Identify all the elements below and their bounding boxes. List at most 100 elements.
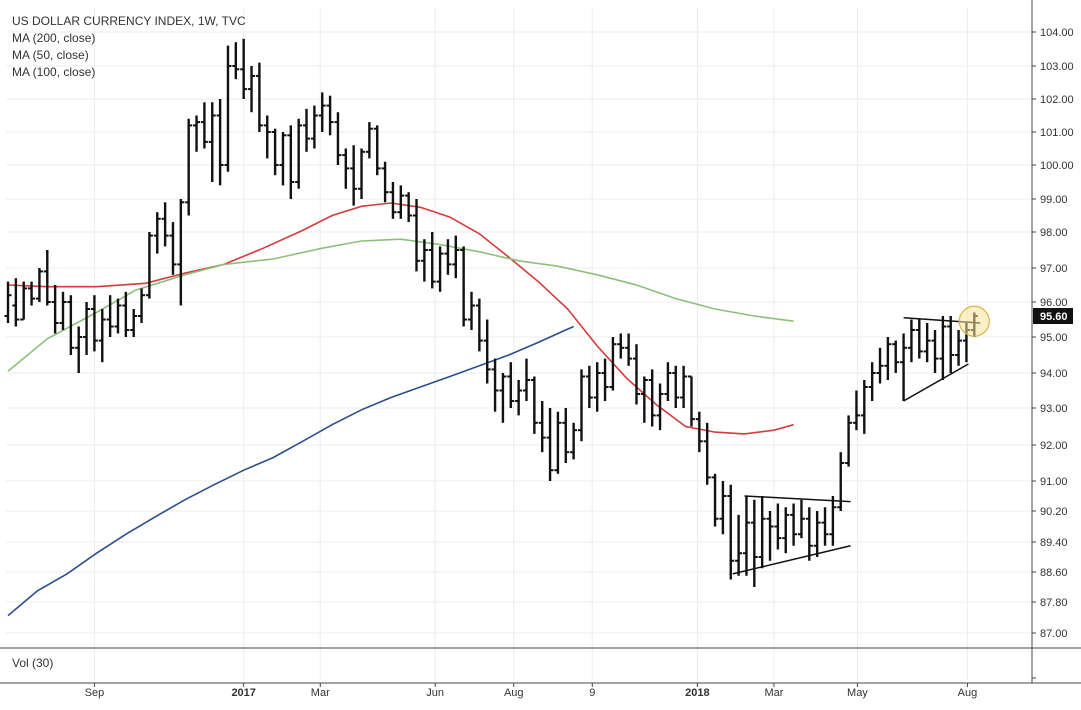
last-price-badge: 95.60 xyxy=(1033,308,1073,324)
ohlc-bar xyxy=(923,323,931,363)
ohlc-bar xyxy=(656,383,664,431)
x-tick-label: 2017 xyxy=(231,687,255,699)
ohlc-bar xyxy=(625,333,633,366)
trendline xyxy=(732,545,851,575)
x-tick-label: Jun xyxy=(426,687,444,699)
last-price-label: 95.60 xyxy=(1040,311,1068,323)
ma-200-line xyxy=(7,325,574,617)
ohlc-bar xyxy=(687,375,695,427)
ohlc-bar xyxy=(255,62,263,132)
ma-50-line xyxy=(7,202,794,435)
ohlc-bar xyxy=(892,340,900,373)
ohlc-bar xyxy=(546,408,554,481)
ohlc-bar xyxy=(389,182,397,219)
ohlc-bar xyxy=(279,132,287,186)
ohlc-bar xyxy=(145,232,153,299)
ohlc-bar xyxy=(852,390,860,431)
ohlc-bar xyxy=(98,309,106,363)
ohlc-bar xyxy=(193,115,201,152)
ohlc-bar xyxy=(931,330,939,373)
ohlc-bar xyxy=(884,337,892,380)
ohlc-bar xyxy=(83,302,91,355)
ohlc-bar xyxy=(766,511,774,561)
ohlc-bar xyxy=(365,122,373,159)
x-tick-label: May xyxy=(847,687,868,699)
ohlc-bar xyxy=(4,281,12,323)
ohlc-bar xyxy=(577,369,585,442)
ohlc-bar xyxy=(444,239,452,275)
ohlc-bar xyxy=(310,105,318,149)
ohlc-bar xyxy=(460,246,468,327)
moving-average-lines xyxy=(7,202,794,617)
ohlc-bar xyxy=(436,246,444,292)
ohlc-bar xyxy=(538,401,546,453)
ohlc-bar xyxy=(271,128,279,176)
ohlc-bar xyxy=(12,278,20,327)
chart-title: US DOLLAR CURRENCY INDEX, 1W, TVC xyxy=(12,14,246,28)
ohlc-bar xyxy=(821,507,829,546)
ohlc-bar xyxy=(20,281,28,321)
ohlc-bar xyxy=(287,125,295,199)
volume-pane: Vol (30) xyxy=(12,656,53,670)
y-tick-label: 87.00 xyxy=(1040,628,1068,640)
ohlc-bar xyxy=(248,66,256,113)
ohlc-bar xyxy=(318,92,326,132)
ohlc-bar xyxy=(758,496,766,569)
ohlc-bar xyxy=(114,298,122,334)
ohlc-bar xyxy=(177,199,185,306)
ohlc-bar xyxy=(813,511,821,557)
y-tick-label: 88.60 xyxy=(1040,567,1068,579)
ohlc-bar xyxy=(224,45,232,172)
ohlc-bar xyxy=(350,145,358,206)
ohlc-bar xyxy=(452,235,460,279)
y-tick-label: 98.00 xyxy=(1040,227,1068,239)
grid xyxy=(6,8,1032,680)
y-tick-label: 91.00 xyxy=(1040,476,1068,488)
chart-frame xyxy=(0,0,1081,684)
ohlc-bar xyxy=(664,362,672,401)
ohlc-bar xyxy=(185,118,193,216)
ohlc-bar xyxy=(947,316,955,373)
trendline xyxy=(744,495,851,503)
y-tick-label: 87.80 xyxy=(1040,597,1068,609)
x-tick-label: Mar xyxy=(764,687,783,699)
ohlc-bar xyxy=(67,295,75,355)
ohlc-bar xyxy=(28,281,36,306)
ohlc-bar xyxy=(617,333,625,359)
ohlc-bar xyxy=(122,291,130,337)
ohlc-bar xyxy=(640,376,648,423)
ohlc-bar xyxy=(727,484,735,580)
ohlc-bar xyxy=(397,185,405,219)
ohlc-bar xyxy=(860,380,868,434)
ohlc-bar xyxy=(601,358,609,401)
x-tick-label: Aug xyxy=(958,687,978,699)
ohlc-bar xyxy=(672,365,680,408)
ohlc-bar xyxy=(774,503,782,550)
ohlc-bar xyxy=(138,288,146,323)
ohlc-bar xyxy=(915,319,923,359)
ohlc-bar xyxy=(216,99,224,186)
x-tick-label: 9 xyxy=(589,687,595,699)
ohlc-bar xyxy=(703,422,711,485)
ohlc-bar xyxy=(845,415,853,467)
ohlc-bar xyxy=(381,161,389,203)
ohlc-bar xyxy=(153,212,161,254)
ohlc-bar xyxy=(90,295,98,352)
ohlc-bar xyxy=(169,222,177,275)
ohlc-bar xyxy=(106,295,114,337)
y-tick-label: 94.00 xyxy=(1040,368,1068,380)
ohlc-bar xyxy=(790,503,798,546)
ohlc-bar xyxy=(609,337,617,391)
ohlc-bar xyxy=(468,291,476,330)
ohlc-bar xyxy=(735,514,743,576)
ohlc-bar xyxy=(161,202,169,247)
ohlc-bar xyxy=(405,192,413,223)
ohlc-bar xyxy=(326,95,334,136)
ohlc-bar xyxy=(907,319,915,363)
y-tick-label: 101.00 xyxy=(1040,127,1074,139)
x-tick-label: Aug xyxy=(504,687,524,699)
legend: US DOLLAR CURRENCY INDEX, 1W, TVC MA (20… xyxy=(12,14,246,79)
trendlines xyxy=(732,317,981,575)
ohlc-bar xyxy=(358,148,366,199)
